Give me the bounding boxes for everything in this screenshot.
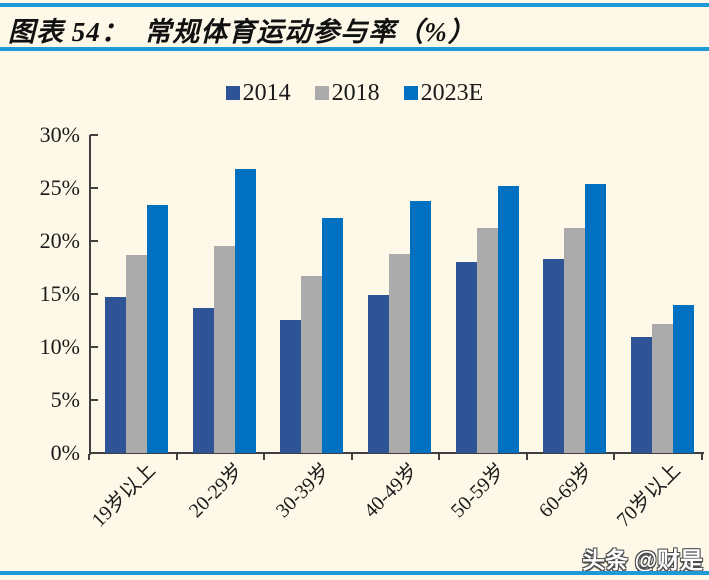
bar-2014-30-39岁 <box>280 320 302 453</box>
bar-2014-60-69岁 <box>543 259 565 453</box>
watermark-text: 头条 @财是 <box>582 547 703 573</box>
x-axis-tick <box>350 454 353 460</box>
y-axis-label: 30% <box>39 122 80 147</box>
top-rule <box>0 3 709 7</box>
legend-swatch-2018-icon <box>314 86 329 100</box>
bar-2014-20-29岁 <box>192 308 214 453</box>
bar-2023E-60-69岁 <box>585 184 607 453</box>
legend-item-2014: 2014 <box>225 80 291 106</box>
x-axis-label-anchor: 70岁以上 <box>510 459 685 531</box>
legend-label-2014: 2014 <box>242 80 291 106</box>
legend-item-2023e: 2023E <box>403 80 484 106</box>
y-axis-label: 10% <box>39 334 80 359</box>
y-axis-label: 0% <box>50 440 80 465</box>
bar-2023E-19岁以上 <box>147 205 169 453</box>
legend-label-2018: 2018 <box>331 80 380 106</box>
y-axis-line <box>89 135 91 455</box>
bar-2018-60-69岁 <box>564 228 586 453</box>
x-axis-tick <box>438 454 441 460</box>
figure-title: 图表 54： 常规体育运动参与率（%） <box>8 17 476 47</box>
legend-swatch-2014-icon <box>225 86 240 100</box>
y-axis-tick <box>90 240 98 242</box>
y-axis-tick <box>90 346 98 348</box>
legend-swatch-2023e-icon <box>403 86 418 100</box>
legend-item-2018: 2018 <box>314 80 380 106</box>
bar-2014-19岁以上 <box>105 297 127 453</box>
bar-2018-19岁以上 <box>126 255 148 453</box>
bar-2014-70岁以上 <box>630 337 652 453</box>
bar-2018-50-59岁 <box>476 228 498 453</box>
y-axis-label: 25% <box>39 175 80 200</box>
bottom-rule <box>0 571 709 575</box>
bar-2018-70岁以上 <box>651 324 673 453</box>
bar-2023E-50-59岁 <box>497 186 519 453</box>
x-axis-tick <box>175 454 178 460</box>
y-axis-label: 20% <box>39 228 80 253</box>
bar-2018-30-39岁 <box>301 276 323 453</box>
x-axis-tick <box>701 454 703 460</box>
x-axis-tick <box>525 454 528 460</box>
legend-label-2023e: 2023E <box>420 80 484 106</box>
bar-2018-40-49岁 <box>389 254 410 453</box>
x-axis-tick <box>263 454 266 460</box>
y-axis-label: 15% <box>39 281 80 306</box>
y-axis-label: 5% <box>50 387 80 412</box>
bar-2018-20-29岁 <box>213 246 235 453</box>
bar-2023E-70岁以上 <box>672 305 694 453</box>
bar-2014-50-59岁 <box>455 262 477 453</box>
y-axis-tick <box>90 134 98 136</box>
bar-2023E-30-39岁 <box>322 218 344 453</box>
y-axis-tick <box>90 187 98 189</box>
bar-2023E-40-49岁 <box>410 201 431 453</box>
y-axis-tick <box>90 293 98 295</box>
x-axis-tick <box>613 454 616 460</box>
x-axis-line <box>89 452 704 454</box>
title-underline-rule <box>0 47 709 51</box>
chart-legend: 2014 2018 2023E <box>0 80 709 106</box>
bar-2014-40-49岁 <box>368 295 389 453</box>
bar-2023E-20-29岁 <box>234 169 256 453</box>
x-axis-tick <box>88 454 90 460</box>
x-axis-label: 70岁以上 <box>612 459 686 532</box>
y-axis-tick <box>90 399 98 401</box>
